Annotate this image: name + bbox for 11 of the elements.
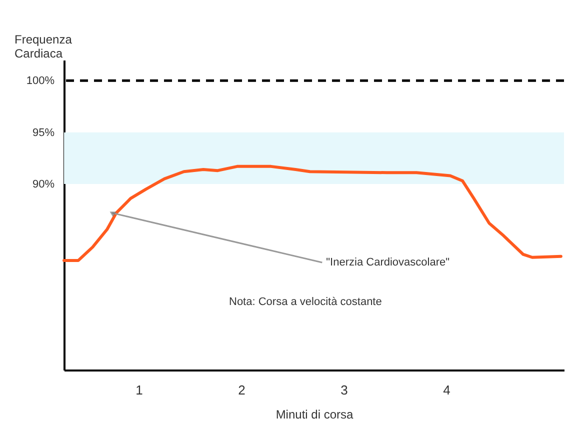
y-tick-label: 100% [26, 75, 55, 88]
x-tick-label: 1 [136, 382, 143, 398]
annotation: Nota: Corsa a velocità costante [229, 296, 382, 308]
x-tick-label: 2 [238, 382, 246, 398]
y-axis-title: Frequenza Cardiaca [14, 32, 72, 60]
x-tick-label: 4 [443, 382, 450, 398]
annotation: "Inerzia Cardiovascolare" [326, 256, 450, 269]
x-axis-title: Minuti di corsa [276, 408, 354, 422]
x-tick-label: 3 [340, 382, 348, 398]
y-tick-label: 95% [32, 126, 55, 139]
y-tick-label: 90% [32, 178, 55, 190]
